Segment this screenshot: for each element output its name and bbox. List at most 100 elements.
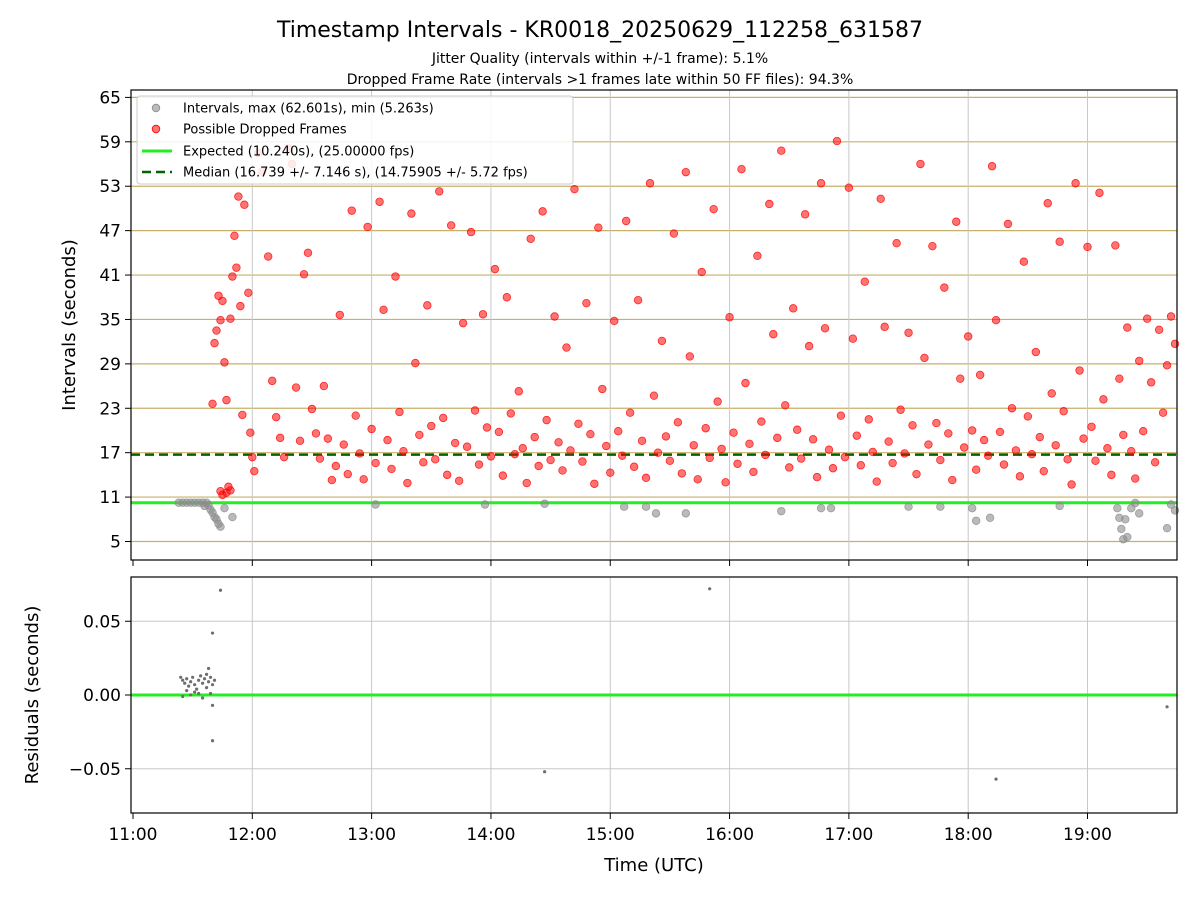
dropped-frame-point	[1055, 237, 1064, 246]
intervals-y-tick-label: 17	[99, 444, 121, 464]
dropped-frame-point	[319, 381, 329, 391]
dropped-frame-point	[824, 445, 834, 454]
interval-point	[228, 512, 237, 522]
dropped-frame-point	[279, 452, 289, 462]
dropped-frame-point	[840, 452, 850, 462]
dropped-frame-point	[844, 183, 854, 192]
interval-point	[904, 502, 913, 511]
dropped-frame-point	[912, 469, 921, 479]
legend-intervals-label: Intervals, max (62.601s), min (5.263s)	[183, 102, 434, 117]
intervals-y-tick-label: 41	[99, 266, 121, 286]
dropped-frame-point	[466, 227, 476, 237]
dropped-frame-point	[307, 404, 317, 414]
dropped-frame-point	[1087, 422, 1096, 431]
dropped-frame-point	[226, 486, 235, 495]
dropped-frame-point	[606, 468, 615, 477]
interval-point	[1162, 523, 1172, 533]
dropped-frame-point	[271, 412, 281, 422]
dropped-frame-point	[669, 229, 679, 238]
dropped-frame-point	[454, 476, 464, 486]
residual-point	[189, 693, 193, 697]
dropped-frame-point	[948, 475, 957, 485]
dropped-frame-point	[1146, 378, 1156, 387]
dropped-frame-point	[403, 478, 412, 488]
interval-point	[826, 503, 836, 513]
dropped-frame-point	[625, 408, 635, 417]
dropped-frame-point	[1003, 219, 1013, 229]
dropped-frame-point	[963, 332, 973, 341]
dropped-frame-point	[800, 210, 810, 219]
interval-point	[971, 516, 981, 525]
dropped-frame-point	[888, 458, 897, 468]
dropped-frame-point	[928, 241, 937, 251]
dropped-frame-point	[637, 436, 647, 446]
dropped-frame-point	[693, 475, 702, 484]
dropped-frame-point	[1115, 374, 1124, 383]
residual-point	[202, 677, 207, 681]
dropped-frame-point	[1047, 389, 1056, 398]
interval-point	[1123, 532, 1132, 542]
figure-title: Timestamp Intervals - KR0018_20250629_11…	[276, 18, 923, 43]
dropped-frame-point	[228, 272, 237, 281]
dropped-frame-point	[832, 136, 842, 146]
legend-dropped-marker	[151, 124, 161, 134]
dropped-frame-point	[653, 448, 663, 457]
time-x-tick-label: 12:00	[228, 825, 277, 845]
dropped-frame-point	[442, 470, 452, 480]
intervals-y-tick-label: 35	[99, 310, 121, 330]
dropped-frame-point	[757, 417, 766, 426]
dropped-frame-point	[868, 447, 877, 457]
interval-point	[681, 509, 691, 518]
interval-point	[619, 502, 629, 511]
dropped-frame-point	[816, 179, 826, 188]
dropped-frame-point	[586, 429, 595, 439]
dropped-frame-point	[232, 263, 241, 272]
dropped-frame-point	[582, 298, 591, 308]
interval-point	[816, 503, 826, 513]
dropped-frame-point	[275, 433, 285, 443]
dropped-frame-point	[665, 456, 675, 466]
dropped-frame-point	[383, 435, 392, 445]
residual-point	[181, 694, 185, 699]
dropped-frame-point	[236, 301, 245, 311]
interval-point	[216, 522, 225, 531]
intervals-reference-lines	[131, 453, 1177, 505]
dropped-frame-point	[765, 199, 774, 209]
dropped-frame-point	[1099, 395, 1108, 404]
dropped-frame-point	[1107, 470, 1116, 480]
dropped-frame-point	[709, 204, 718, 214]
dropped-frame-point	[594, 223, 603, 232]
dropped-frame-point	[820, 324, 830, 333]
dropped-frame-point	[956, 374, 965, 383]
dropped-frame-point	[1007, 404, 1017, 413]
interval-point	[777, 506, 786, 516]
dropped-frame-point	[590, 479, 599, 488]
dropped-frame-point	[411, 358, 420, 368]
intervals-y-tick-label: 11	[99, 488, 121, 508]
dropped-frame-point	[701, 424, 710, 433]
dropped-frame-point	[212, 326, 221, 335]
dropped-frame-point	[1079, 434, 1088, 443]
intervals-y-tick-label: 47	[99, 222, 121, 242]
dropped-frame-point	[975, 370, 985, 380]
dropped-frame-point	[264, 252, 273, 261]
dropped-frame-point	[1154, 325, 1164, 335]
residual-point	[181, 678, 185, 682]
dropped-frame-point	[649, 391, 659, 400]
dropped-frame-point	[339, 440, 348, 449]
dropped-frame-point	[1142, 314, 1152, 323]
dropped-frame-point	[210, 338, 219, 348]
intervals-y-tick-label: 59	[99, 133, 121, 153]
residuals-y-tick-label: 0.05	[83, 612, 121, 632]
residual-point	[189, 680, 193, 684]
dropped-frame-point	[526, 234, 535, 243]
dropped-frame-point	[999, 460, 1009, 469]
legend-intervals-marker	[151, 103, 161, 113]
dropped-frame-point	[733, 459, 742, 468]
dropped-frame-point	[908, 421, 917, 430]
dropped-frame-point	[1039, 466, 1048, 476]
time-x-tick-label: 11:00	[108, 825, 157, 845]
dropped-frame-point	[218, 296, 227, 306]
dropped-frame-point	[987, 162, 997, 171]
